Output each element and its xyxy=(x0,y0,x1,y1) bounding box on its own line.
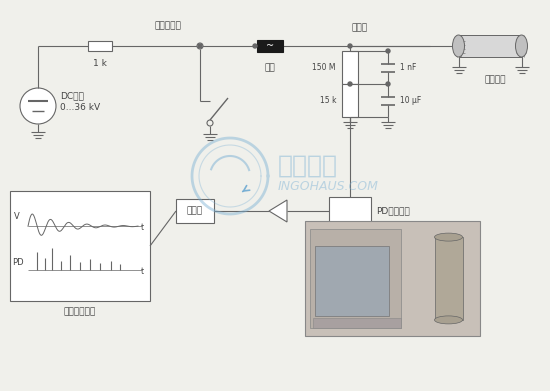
Circle shape xyxy=(207,120,213,126)
Text: 150 M: 150 M xyxy=(312,63,336,72)
Text: t: t xyxy=(141,223,144,232)
Bar xyxy=(329,197,371,225)
Ellipse shape xyxy=(515,35,527,57)
Bar xyxy=(434,237,463,320)
Text: 1 k: 1 k xyxy=(93,59,107,68)
Text: 10 μF: 10 μF xyxy=(400,96,421,105)
Bar xyxy=(342,51,358,84)
Text: INGOHAUS.COM: INGOHAUS.COM xyxy=(278,179,379,192)
Ellipse shape xyxy=(434,316,463,324)
Text: 被試電纜: 被試電纜 xyxy=(484,75,506,84)
Bar xyxy=(315,246,388,316)
Text: t: t xyxy=(141,267,144,276)
Bar xyxy=(88,41,112,51)
Text: 1 nF: 1 nF xyxy=(400,63,416,72)
Circle shape xyxy=(386,82,390,86)
Circle shape xyxy=(253,44,257,48)
Bar xyxy=(10,191,150,301)
Text: 国浩电气: 国浩电气 xyxy=(278,154,338,178)
Text: DC電源
0...36 kV: DC電源 0...36 kV xyxy=(60,91,100,112)
Text: 分壓器: 分壓器 xyxy=(352,23,368,32)
Bar xyxy=(176,199,214,223)
Circle shape xyxy=(348,44,352,48)
Text: 濣波器: 濣波器 xyxy=(187,206,203,215)
Circle shape xyxy=(197,43,203,49)
Circle shape xyxy=(20,88,56,124)
Bar xyxy=(310,229,401,328)
Text: 15 k: 15 k xyxy=(320,96,336,105)
Polygon shape xyxy=(269,200,287,222)
Circle shape xyxy=(386,49,390,53)
Text: PD: PD xyxy=(12,258,24,267)
Ellipse shape xyxy=(434,233,463,241)
Ellipse shape xyxy=(453,35,465,57)
Bar xyxy=(459,35,521,57)
Text: PD耦合單元: PD耦合單元 xyxy=(376,206,410,215)
Bar xyxy=(342,84,358,117)
Bar xyxy=(313,318,400,328)
Bar xyxy=(257,40,283,52)
Text: ~: ~ xyxy=(266,41,274,51)
Text: V: V xyxy=(14,212,20,221)
Text: 顯示控制單元: 顯示控制單元 xyxy=(64,307,96,316)
Text: 半導體開關: 半導體開關 xyxy=(155,21,182,30)
Circle shape xyxy=(198,44,202,48)
Circle shape xyxy=(348,82,352,86)
Bar xyxy=(305,221,480,336)
Text: 電感: 電感 xyxy=(265,63,276,72)
